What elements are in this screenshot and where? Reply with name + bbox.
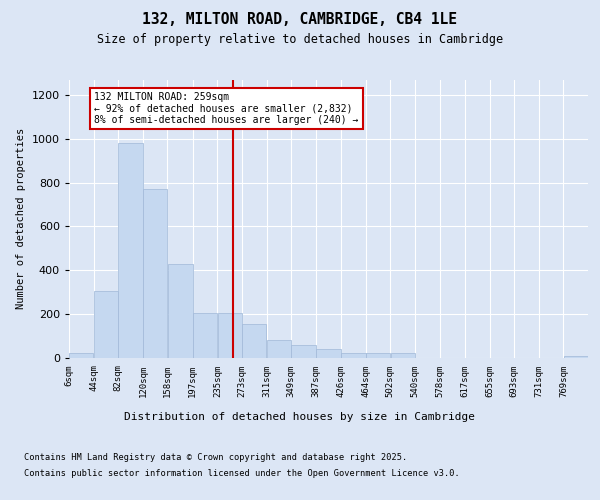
Bar (316, 349, 341, 358)
Bar (366, 353, 390, 358)
Text: 132 MILTON ROAD: 259sqm
← 92% of detached houses are smaller (2,832)
8% of semi-: 132 MILTON ROAD: 259sqm ← 92% of detache… (94, 92, 359, 125)
Bar (267, 340, 291, 357)
Bar (563, 356, 588, 358)
Bar (167, 264, 193, 358)
Bar (69, 353, 94, 358)
Bar (94, 291, 118, 358)
Bar (218, 312, 242, 358)
Text: Size of property relative to detached houses in Cambridge: Size of property relative to detached ho… (97, 32, 503, 46)
Y-axis label: Number of detached properties: Number of detached properties (16, 128, 26, 310)
Bar (242, 324, 266, 358)
Bar (391, 353, 415, 358)
Bar (143, 190, 167, 358)
Bar (193, 312, 217, 358)
Bar (341, 353, 365, 358)
Text: Contains public sector information licensed under the Open Government Licence v3: Contains public sector information licen… (24, 468, 460, 477)
Bar (118, 144, 143, 358)
Bar (292, 346, 316, 358)
Text: Contains HM Land Registry data © Crown copyright and database right 2025.: Contains HM Land Registry data © Crown c… (24, 452, 407, 462)
Text: Distribution of detached houses by size in Cambridge: Distribution of detached houses by size … (125, 412, 476, 422)
Text: 132, MILTON ROAD, CAMBRIDGE, CB4 1LE: 132, MILTON ROAD, CAMBRIDGE, CB4 1LE (143, 12, 458, 28)
